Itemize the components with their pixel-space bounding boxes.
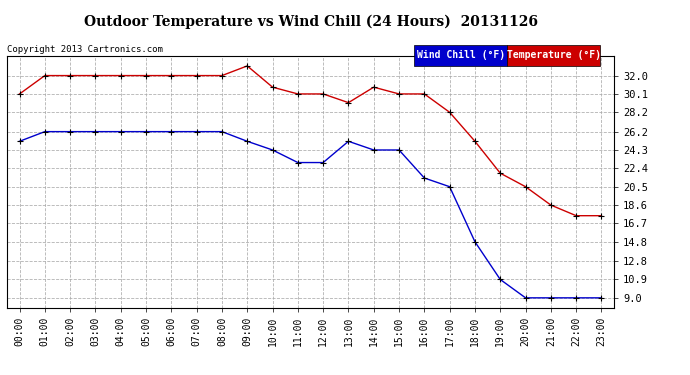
Text: Wind Chill (°F): Wind Chill (°F) xyxy=(417,50,504,60)
Text: Outdoor Temperature vs Wind Chill (24 Hours)  20131126: Outdoor Temperature vs Wind Chill (24 Ho… xyxy=(83,15,538,29)
Text: Temperature (°F): Temperature (°F) xyxy=(506,50,601,60)
Text: Copyright 2013 Cartronics.com: Copyright 2013 Cartronics.com xyxy=(7,45,163,54)
